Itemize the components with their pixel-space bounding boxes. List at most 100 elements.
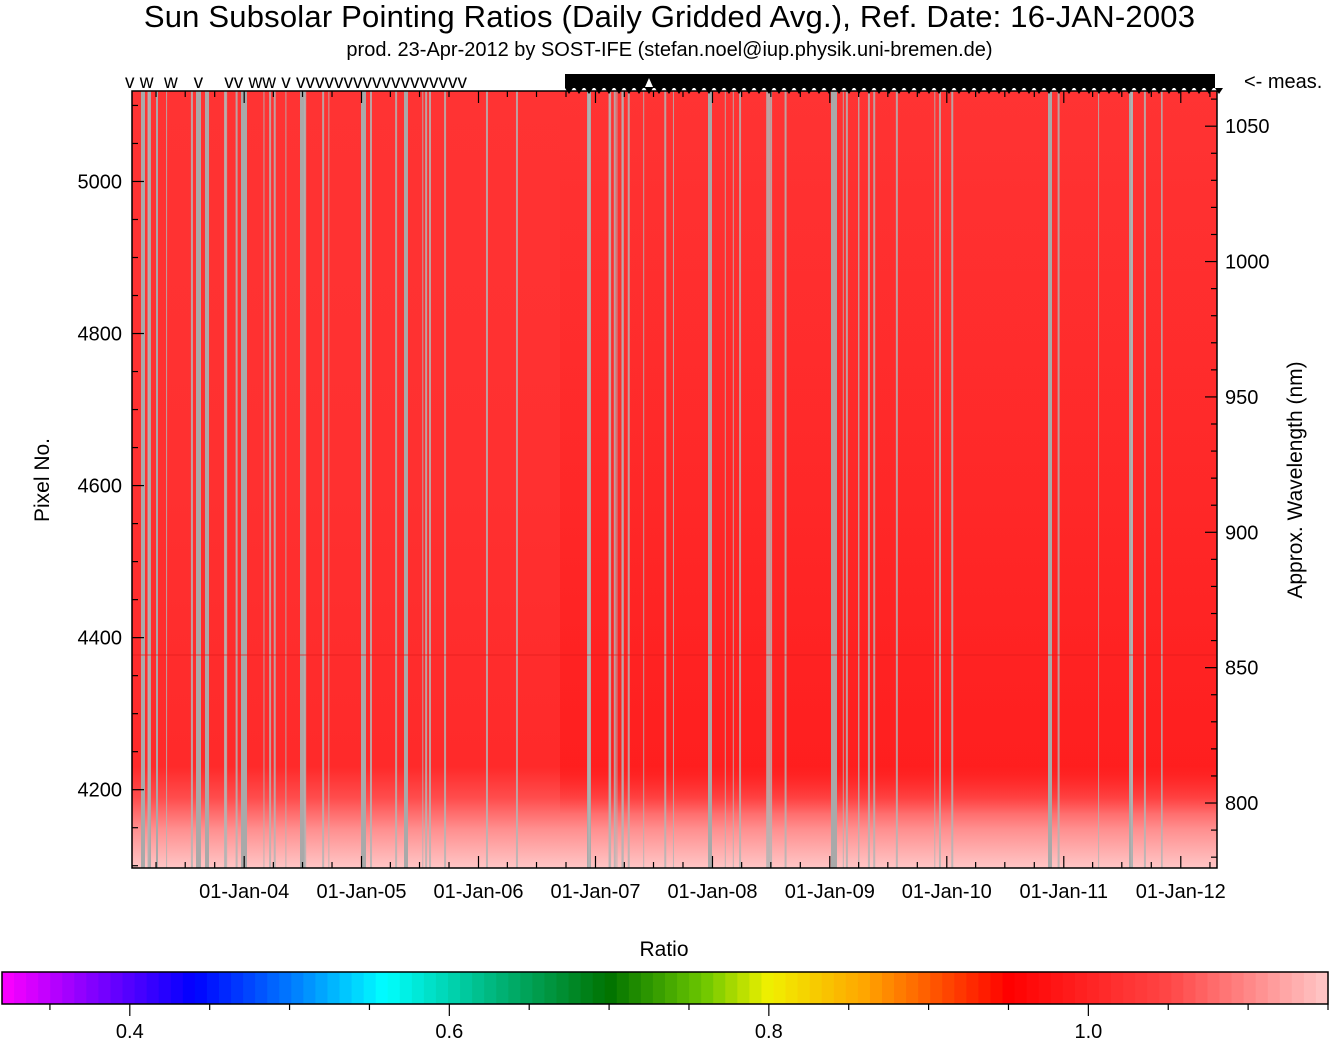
measurement-triangle bbox=[1075, 88, 1083, 94]
colorbar-segment bbox=[448, 972, 461, 1004]
measurement-triangle bbox=[985, 88, 993, 94]
colorbar-segment bbox=[857, 972, 871, 1004]
measurement-triangle bbox=[675, 88, 683, 94]
measurement-gap-notch bbox=[645, 78, 653, 87]
colorbar-segment bbox=[472, 972, 485, 1004]
colorbar-segment bbox=[363, 972, 377, 1004]
chart-title: Sun Subsolar Pointing Ratios (Daily Grid… bbox=[143, 0, 1196, 34]
colorbar-segment bbox=[652, 972, 666, 1004]
gap-stripe bbox=[938, 91, 941, 868]
gap-stripe bbox=[627, 91, 630, 868]
colorbar-segment bbox=[375, 972, 389, 1004]
measurement-triangle bbox=[695, 88, 703, 94]
colorbar-segment bbox=[1002, 972, 1016, 1004]
measurement-triangle bbox=[975, 88, 983, 94]
colorbar-segment bbox=[713, 972, 726, 1004]
measurement-triangle bbox=[1045, 88, 1053, 94]
measurement-triangle bbox=[685, 88, 693, 94]
colorbar-segment bbox=[496, 972, 509, 1004]
colorbar-segment bbox=[218, 972, 232, 1004]
measurement-triangle bbox=[1025, 88, 1033, 94]
colorbar-segment bbox=[809, 972, 823, 1004]
measurement-triangle bbox=[885, 88, 893, 94]
colorbar-title: Ratio bbox=[639, 938, 688, 961]
colorbar-segment bbox=[279, 972, 292, 1004]
colorbar-segment bbox=[833, 972, 847, 1004]
colorbar-segment bbox=[339, 972, 353, 1004]
measurement-triangle bbox=[845, 88, 853, 94]
measurement-triangle bbox=[895, 88, 903, 94]
gap-stripe bbox=[873, 91, 876, 868]
colorbar-segment bbox=[231, 972, 244, 1004]
y-left-tick-label: 5000 bbox=[78, 171, 123, 193]
colorbar-segment bbox=[1086, 972, 1100, 1004]
gap-stripe bbox=[269, 91, 272, 868]
colorbar-segment bbox=[194, 972, 208, 1004]
colorbar-segment bbox=[86, 972, 100, 1004]
x-axis: 01-Jan-04 01-Jan-05 01-Jan-06 01-Jan-07 01-J… bbox=[155, 91, 1226, 903]
colorbar-segment bbox=[544, 972, 558, 1004]
colorbar-segment bbox=[592, 972, 606, 1004]
colorbar-segment bbox=[737, 972, 750, 1004]
colorbar-segment bbox=[74, 972, 87, 1004]
colorbar-segment bbox=[508, 972, 521, 1004]
colorbar-segment bbox=[821, 972, 835, 1004]
measurement-triangle bbox=[755, 88, 763, 94]
measurement-triangle bbox=[775, 88, 783, 94]
y-left-tick-label: 4200 bbox=[78, 780, 123, 802]
colorbar-segment bbox=[435, 972, 449, 1004]
gap-stripe bbox=[395, 91, 398, 868]
measurement-triangle bbox=[1125, 88, 1133, 94]
gap-stripe bbox=[273, 91, 276, 868]
measurement-triangle bbox=[735, 88, 743, 94]
measurement-markers: v w w v vv ww v vvvvvvvvvvvvvvvvvv bbox=[125, 72, 1223, 94]
colorbar-ticks: 0.4 0.6 0.8 1.0 bbox=[49, 1004, 1329, 1042]
colorbar-segment bbox=[568, 972, 582, 1004]
colorbar-segment bbox=[1159, 972, 1172, 1004]
colorbar-segment bbox=[460, 972, 473, 1004]
colorbar bbox=[1, 971, 1329, 1005]
colorbar-segment bbox=[1123, 972, 1136, 1004]
colorbar-segment bbox=[930, 972, 943, 1004]
gap-stripe bbox=[842, 91, 844, 868]
colorbar-segment bbox=[411, 972, 425, 1004]
gap-stripe bbox=[141, 91, 145, 868]
colorbar-segment bbox=[1074, 972, 1088, 1004]
measurement-marker-label: <- meas. bbox=[1244, 71, 1322, 93]
colorbar-segment bbox=[134, 972, 148, 1004]
colorbar-segment bbox=[665, 972, 678, 1004]
colorbar-segment bbox=[1279, 972, 1293, 1004]
measurement-triangle bbox=[1115, 88, 1123, 94]
colorbar-segment bbox=[26, 972, 39, 1004]
gap-stripe bbox=[616, 91, 618, 868]
measurement-triangle bbox=[875, 88, 883, 94]
measurement-triangle bbox=[1195, 88, 1203, 94]
colorbar-segment bbox=[881, 972, 895, 1004]
measurement-triangle bbox=[1145, 88, 1153, 94]
colorbar-segment bbox=[894, 972, 907, 1004]
colorbar-segment bbox=[1315, 972, 1329, 1004]
gap-stripe bbox=[609, 91, 612, 868]
measurement-triangle bbox=[725, 88, 733, 94]
gap-stripe bbox=[1130, 91, 1133, 868]
colorbar-segment bbox=[110, 972, 124, 1004]
colorbar-segment bbox=[785, 972, 799, 1004]
y-right-tick-label: 850 bbox=[1225, 658, 1258, 680]
x-tick-label: 01-Jan-07 bbox=[550, 881, 640, 903]
measurement-triangle bbox=[595, 88, 603, 94]
gap-stripe bbox=[285, 91, 287, 868]
gap-stripe bbox=[241, 91, 247, 868]
y-left-tick-label: 4400 bbox=[78, 628, 123, 650]
colorbar-tick-label: 0.8 bbox=[755, 1021, 783, 1042]
measurement-triangle bbox=[955, 88, 963, 94]
x-tick-label: 01-Jan-12 bbox=[1136, 881, 1226, 903]
gap-stripe bbox=[643, 91, 645, 868]
colorbar-segment bbox=[351, 972, 365, 1004]
measurement-triangle bbox=[965, 88, 973, 94]
measurement-triangle bbox=[1105, 88, 1113, 94]
gap-stripe bbox=[845, 91, 848, 868]
measurement-triangle bbox=[615, 88, 623, 94]
y-right-tick-label: 800 bbox=[1225, 793, 1258, 815]
measurement-triangle bbox=[825, 88, 833, 94]
